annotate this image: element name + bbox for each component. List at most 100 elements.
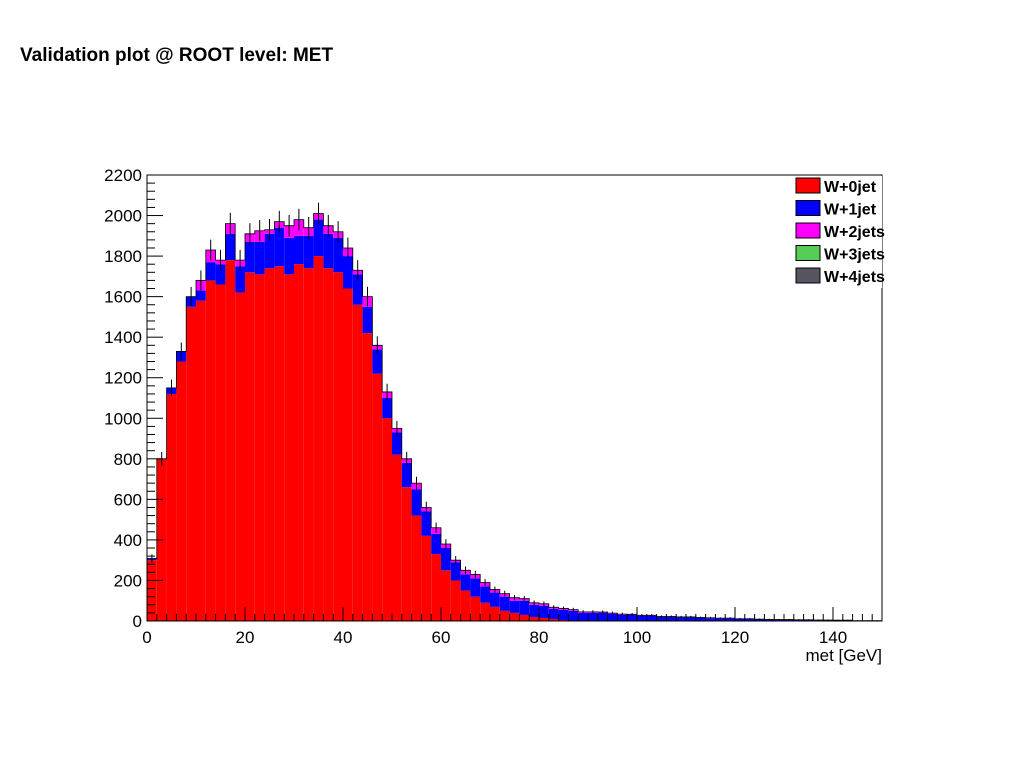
- x-tick-label: 20: [236, 628, 255, 647]
- legend-label-W0jet: W+0jet: [824, 179, 877, 196]
- bar-W0jet-bin-8: [225, 260, 236, 621]
- plot-frame: [146, 174, 883, 622]
- legend-swatch-W4jets: [795, 267, 821, 284]
- bar-W1jet-bin-16: [303, 235, 314, 269]
- x-tick-label: 80: [530, 628, 549, 647]
- bar-W1jet-bin-18: [323, 233, 334, 269]
- y-tick-label: 2000: [104, 207, 142, 226]
- legend-swatch-W3jets: [795, 245, 821, 261]
- bar-W1jet-bin-64: [774, 619, 784, 621]
- bar-W0jet-bin-19: [333, 272, 343, 621]
- bar-W0jet-bin-9: [235, 292, 245, 621]
- bar-W1jet-bin-39: [529, 604, 539, 617]
- bar-W0jet-bin-20: [343, 288, 353, 621]
- x-axis-label: met [GeV]: [805, 646, 882, 665]
- bar-W1jet-bin-38: [519, 600, 530, 615]
- bar-W1jet-bin-11: [254, 241, 265, 275]
- bar-W1jet-bin-65: [784, 619, 794, 621]
- bar-W0jet-bin-29: [431, 554, 441, 621]
- bar-W1jet-bin-31: [450, 562, 461, 581]
- bar-W1jet-bin-21: [352, 274, 363, 305]
- bar-W1jet-bin-32: [460, 574, 471, 591]
- bar-W1jet-bin-57: [705, 618, 716, 621]
- bar-W1jet-bin-33: [470, 578, 481, 597]
- bar-W0jet-bin-23: [372, 373, 383, 621]
- bar-W1jet-bin-60: [735, 618, 745, 621]
- bar-W1jet-bin-23: [372, 349, 383, 374]
- bar-W1jet-bin-37: [509, 600, 520, 613]
- bar-W1jet-bin-8: [225, 233, 236, 261]
- bar-W1jet-bin-19: [333, 237, 343, 273]
- bar-W1jet-bin-59: [725, 618, 735, 621]
- bar-W0jet-bin-18: [323, 268, 334, 621]
- bar-W0jet-bin-32: [460, 590, 471, 621]
- legend-label-W2jets: W+2jets: [824, 224, 885, 241]
- legend: W+0jet W+1jet W+2jets W+3jets W+4jets: [786, 176, 885, 288]
- bar-W0jet-bin-35: [490, 606, 500, 621]
- bar-W1jet-bin-53: [666, 616, 677, 621]
- y-tick-label: 1400: [104, 328, 142, 347]
- y-tick-label: 800: [114, 450, 142, 469]
- y-tick-label: 600: [114, 490, 142, 509]
- bar-W1jet-bin-48: [617, 614, 628, 621]
- bar-W1jet-bin-9: [235, 266, 245, 293]
- bar-W1jet-bin-34: [480, 586, 490, 603]
- bar-W0jet-bin-13: [274, 266, 285, 621]
- y-tick-label: 1600: [104, 288, 142, 307]
- y-tick-label: 400: [114, 531, 142, 550]
- y-tick-label: 1200: [104, 369, 142, 388]
- y-tick-label: 200: [114, 571, 142, 590]
- bar-W1jet-bin-62: [754, 619, 765, 621]
- bar-W0jet-bin-22: [362, 333, 373, 621]
- bar-W1jet-bin-58: [715, 618, 726, 621]
- bar-W1jet-bin-61: [744, 618, 755, 621]
- x-tick-label: 40: [334, 628, 353, 647]
- bar-W1jet-bin-51: [646, 615, 657, 621]
- bar-W0jet-bin-6: [205, 280, 216, 621]
- bar-W1jet-bin-10: [245, 241, 255, 273]
- bar-W1jet-bin-24: [382, 398, 392, 419]
- bar-W1jet-bin-47: [607, 613, 618, 621]
- bar-W1jet-bin-55: [686, 617, 696, 621]
- legend-label-W3jets: W+3jets: [824, 247, 885, 264]
- bar-W1jet-bin-20: [343, 256, 353, 289]
- bar-W0jet-bin-33: [470, 596, 481, 621]
- bar-W0jet-bin-15: [294, 264, 304, 621]
- bar-W1jet-bin-13: [274, 227, 285, 267]
- bar-W1jet-bin-40: [539, 605, 549, 618]
- bar-W1jet-bin-22: [362, 306, 373, 334]
- bar-W0jet-bin-27: [411, 515, 422, 621]
- bar-W1jet-bin-54: [676, 617, 686, 621]
- bar-W0jet-bin-28: [421, 535, 432, 621]
- bar-W0jet-bin-24: [382, 418, 392, 621]
- bar-W1jet-bin-12: [264, 233, 275, 269]
- bar-W0jet-bin-41: [548, 618, 559, 621]
- bar-W1jet-bin-56: [695, 617, 706, 621]
- bar-W0jet-bin-14: [284, 274, 294, 621]
- bar-W1jet-bin-26: [401, 462, 412, 488]
- bar-W1jet-bin-28: [421, 511, 432, 536]
- bar-W1jet-bin-35: [490, 592, 500, 607]
- slide-title: Validation plot @ ROOT level: MET: [20, 45, 334, 66]
- bar-W0jet-bin-11: [254, 274, 265, 621]
- y-tick-label: 2200: [104, 166, 142, 185]
- x-tick-label: 100: [623, 628, 651, 647]
- bar-W1jet-bin-6: [205, 262, 216, 281]
- bar-W0jet-bin-5: [196, 300, 206, 621]
- legend-swatch-W1jet: [795, 200, 821, 216]
- bar-W1jet-bin-15: [294, 235, 304, 265]
- bar-W1jet-bin-14: [284, 237, 294, 275]
- axes: 0200400600800100012001400160018002000220…: [104, 166, 883, 665]
- bar-W1jet-bin-52: [656, 616, 667, 621]
- histogram-bars: [147, 213, 882, 621]
- bar-W1jet-bin-42: [558, 609, 569, 620]
- bar-W0jet-bin-26: [401, 487, 412, 621]
- bar-W0jet-bin-31: [450, 580, 461, 621]
- bar-W0jet-bin-30: [441, 570, 451, 621]
- bar-W0jet-bin-7: [215, 284, 226, 621]
- bar-W1jet-bin-25: [392, 432, 402, 455]
- bar-W1jet-bin-49: [627, 614, 637, 621]
- bar-W1jet-bin-17: [313, 219, 324, 257]
- x-tick-label: 60: [432, 628, 451, 647]
